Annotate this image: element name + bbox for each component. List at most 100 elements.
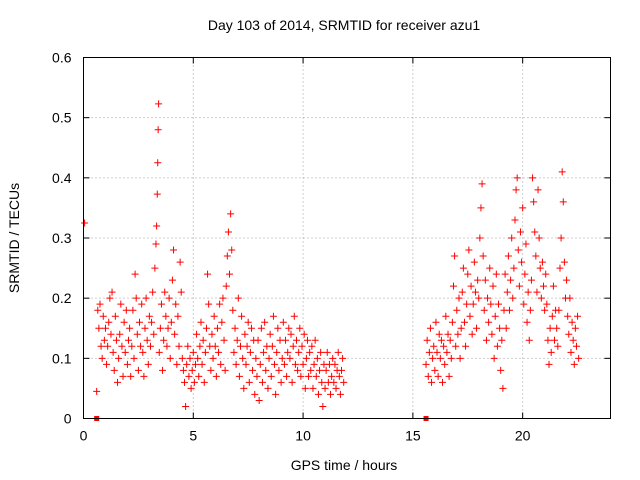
- data-point: [150, 330, 158, 338]
- data-point: [107, 330, 115, 338]
- data-point: [139, 348, 147, 356]
- data-point: [553, 324, 561, 332]
- data-point: [317, 348, 325, 356]
- data-point: [155, 348, 163, 356]
- data-point: [252, 354, 260, 362]
- data-point: [456, 354, 464, 362]
- data-point: [457, 324, 465, 332]
- data-point: [471, 288, 479, 296]
- data-point: [549, 282, 557, 290]
- data-point: [509, 294, 517, 302]
- data-point: [200, 378, 208, 386]
- data-point: [321, 384, 329, 392]
- data-point: [178, 354, 186, 362]
- data-point: [93, 387, 101, 395]
- data-point: [271, 360, 279, 368]
- data-point: [463, 300, 471, 308]
- data-point: [523, 318, 531, 326]
- data-point: [97, 342, 105, 350]
- data-point: [518, 258, 526, 266]
- data-point: [503, 288, 511, 296]
- data-point: [96, 300, 104, 308]
- chart-title: Day 103 of 2014, SRMTID for receiver azu…: [208, 17, 481, 33]
- data-point: [269, 312, 277, 320]
- x-tick-label: 5: [189, 428, 197, 444]
- data-point: [120, 318, 128, 326]
- data-point: [128, 342, 136, 350]
- data-point: [212, 372, 220, 380]
- data-point: [253, 372, 261, 380]
- data-point: [219, 294, 227, 302]
- data-point: [548, 312, 556, 320]
- data-point: [330, 378, 338, 386]
- data-point: [303, 336, 311, 344]
- data-point: [278, 354, 286, 362]
- data-point: [187, 384, 195, 392]
- data-point: [240, 384, 248, 392]
- data-point: [155, 100, 163, 108]
- data-point: [448, 318, 456, 326]
- data-point: [249, 366, 257, 374]
- y-tick-label: 0: [64, 411, 72, 427]
- data-point: [196, 342, 204, 350]
- data-point: [309, 384, 317, 392]
- data-point: [272, 390, 280, 398]
- data-point: [566, 294, 574, 302]
- data-point: [458, 288, 466, 296]
- data-point: [172, 300, 180, 308]
- data-point: [568, 318, 576, 326]
- data-point: [205, 300, 213, 308]
- data-point: [258, 378, 266, 386]
- data-point: [164, 324, 172, 332]
- y-tick-label: 0.2: [52, 290, 72, 306]
- data-point: [220, 336, 228, 344]
- data-point: [453, 306, 461, 314]
- data-point: [537, 294, 545, 302]
- data-point: [529, 174, 537, 182]
- data-point: [311, 336, 319, 344]
- data-point: [422, 360, 430, 368]
- data-point: [125, 336, 133, 344]
- y-tick-label: 0.5: [52, 110, 72, 126]
- data-point: [536, 264, 544, 272]
- data-point: [431, 366, 439, 374]
- data-point: [267, 372, 275, 380]
- data-point: [121, 348, 129, 356]
- data-point: [238, 312, 246, 320]
- data-point: [177, 288, 185, 296]
- data-point: [460, 318, 468, 326]
- data-point: [474, 276, 482, 284]
- data-point: [242, 360, 250, 368]
- data-point: [159, 366, 167, 374]
- data-point: [241, 330, 249, 338]
- data-point: [305, 372, 313, 380]
- data-point: [151, 264, 159, 272]
- data-point: [274, 324, 282, 332]
- y-axis-label: SRMTID / TECUs: [6, 183, 22, 293]
- data-point: [195, 372, 203, 380]
- data-point: [428, 378, 436, 386]
- data-point: [81, 219, 89, 227]
- data-point: [183, 360, 191, 368]
- data-point: [497, 366, 505, 374]
- data-point: [510, 264, 518, 272]
- data-point: [184, 342, 192, 350]
- data-point: [201, 348, 209, 356]
- data-point: [135, 318, 143, 326]
- data-point: [230, 348, 238, 356]
- data-point: [541, 306, 549, 314]
- data-point: [95, 324, 103, 332]
- data-point: [446, 336, 454, 344]
- data-point: [273, 348, 281, 356]
- data-point: [567, 348, 575, 356]
- data-point: [530, 198, 538, 206]
- data-point: [434, 372, 442, 380]
- data-point: [300, 330, 308, 338]
- data-point: [535, 234, 543, 242]
- y-tick-labels: 0 0.1 0.2 0.3 0.4 0.5 0.6: [52, 50, 72, 427]
- data-point: [449, 282, 457, 290]
- data-point: [170, 246, 178, 254]
- data-point: [479, 252, 487, 260]
- data-point: [210, 312, 218, 320]
- data-point: [512, 186, 520, 194]
